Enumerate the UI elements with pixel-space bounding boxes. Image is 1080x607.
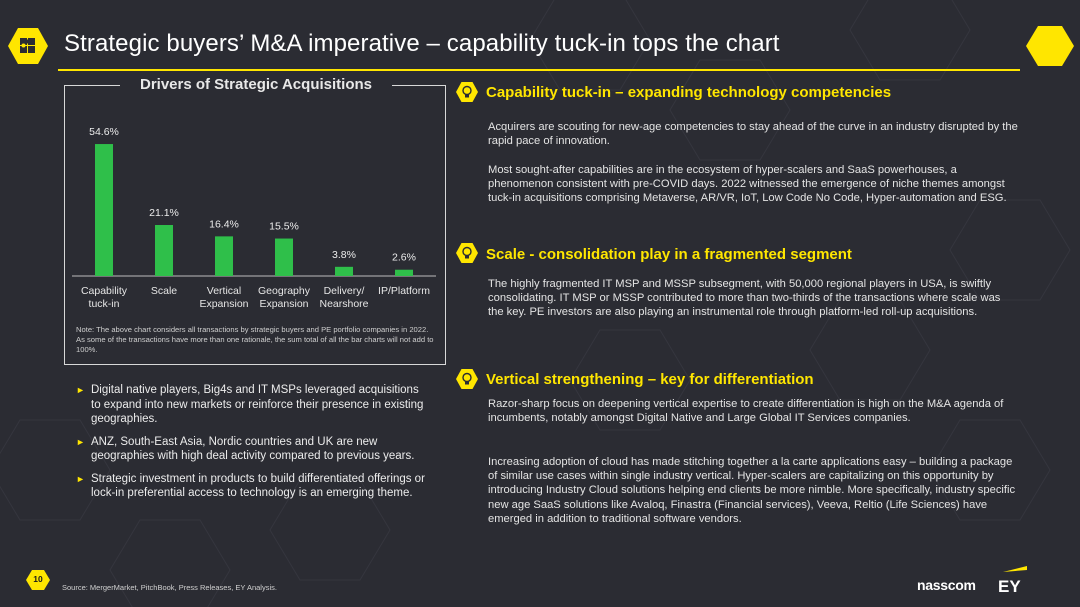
data-label: 2.6% bbox=[392, 252, 416, 264]
data-label: 16.4% bbox=[209, 218, 239, 230]
category-label: Nearshore bbox=[319, 298, 368, 310]
lightbulb-hexagon-icon bbox=[456, 369, 478, 389]
data-label: 54.6% bbox=[89, 126, 119, 138]
category-label: Delivery/ bbox=[324, 285, 365, 297]
category-label: IP/Platform bbox=[378, 285, 430, 297]
category-label: Scale bbox=[151, 285, 177, 297]
chart-title: Drivers of Strategic Acquisitions bbox=[120, 76, 392, 96]
category-label: Expansion bbox=[199, 298, 248, 310]
section-paragraph: The highly fragmented IT MSP and MSSP su… bbox=[488, 278, 1001, 319]
source-note: Source: MergerMarket, PitchBook, Press R… bbox=[62, 583, 277, 592]
data-label: 21.1% bbox=[149, 207, 179, 219]
list-item: ► Strategic investment in products to bui… bbox=[76, 472, 426, 501]
decorative-hexagon-icon bbox=[1026, 26, 1074, 66]
category-label: tuck-in bbox=[89, 298, 120, 310]
nasscom-logo: nasscom bbox=[917, 577, 976, 593]
category-label: Geography bbox=[258, 285, 311, 297]
category-label: Capability bbox=[81, 285, 128, 297]
lightbulb-hexagon-icon bbox=[456, 243, 478, 263]
category-label: Expansion bbox=[259, 298, 308, 310]
lightbulb-hexagon-icon bbox=[456, 82, 478, 102]
section-paragraph: Acquirers are scouting for new-age compe… bbox=[488, 121, 1018, 148]
bullet-text: ANZ, South-East Asia, Nordic countries a… bbox=[91, 435, 415, 463]
hexagon-icon bbox=[26, 570, 50, 590]
puzzle-hexagon-icon bbox=[8, 28, 48, 64]
bar bbox=[95, 144, 113, 276]
data-label: 3.8% bbox=[332, 249, 356, 261]
bullet-text: Strategic investment in products to buil… bbox=[91, 472, 425, 500]
key-points-list: ► Digital native players, Big4s and IT MS… bbox=[76, 383, 426, 509]
section-paragraph: Increasing adoption of cloud has made st… bbox=[488, 456, 1016, 525]
bullet-text: Digital native players, Big4s and IT MSP… bbox=[91, 384, 424, 425]
bar bbox=[275, 238, 293, 276]
section-heading-scale: Scale - consolidation play in a fragment… bbox=[486, 246, 852, 263]
section-heading-vertical: Vertical strengthening – key for differe… bbox=[486, 371, 814, 388]
section-paragraph: Razor-sharp focus on deepening vertical … bbox=[488, 398, 1004, 425]
data-label: 15.5% bbox=[269, 221, 299, 233]
bar bbox=[155, 225, 173, 276]
page-number: 10 bbox=[33, 574, 43, 584]
list-item: ► ANZ, South-East Asia, Nordic countries … bbox=[76, 435, 426, 464]
page-number-badge: 10 bbox=[26, 570, 50, 590]
bullet-arrow-icon: ► bbox=[76, 436, 85, 447]
bullet-arrow-icon: ► bbox=[76, 473, 85, 484]
bullet-arrow-icon: ► bbox=[76, 385, 85, 395]
section-paragraph: Most sought-after capabilities are in th… bbox=[488, 164, 1007, 205]
bar bbox=[335, 266, 353, 276]
bar bbox=[395, 269, 413, 276]
page-title: Strategic buyers’ M&A imperative – capab… bbox=[64, 30, 780, 57]
title-underline bbox=[58, 69, 1020, 71]
category-label: Vertical bbox=[207, 285, 241, 297]
ey-logo-text: EY bbox=[998, 577, 1021, 594]
bar bbox=[215, 236, 233, 276]
ey-logo: EY bbox=[998, 566, 1027, 594]
section-heading-capability: Capability tuck-in – expanding technolog… bbox=[486, 84, 892, 101]
chart-note: Note: The above chart considers all tran… bbox=[76, 325, 434, 354]
list-item: ► Digital native players, Big4s and IT MS… bbox=[76, 383, 426, 427]
